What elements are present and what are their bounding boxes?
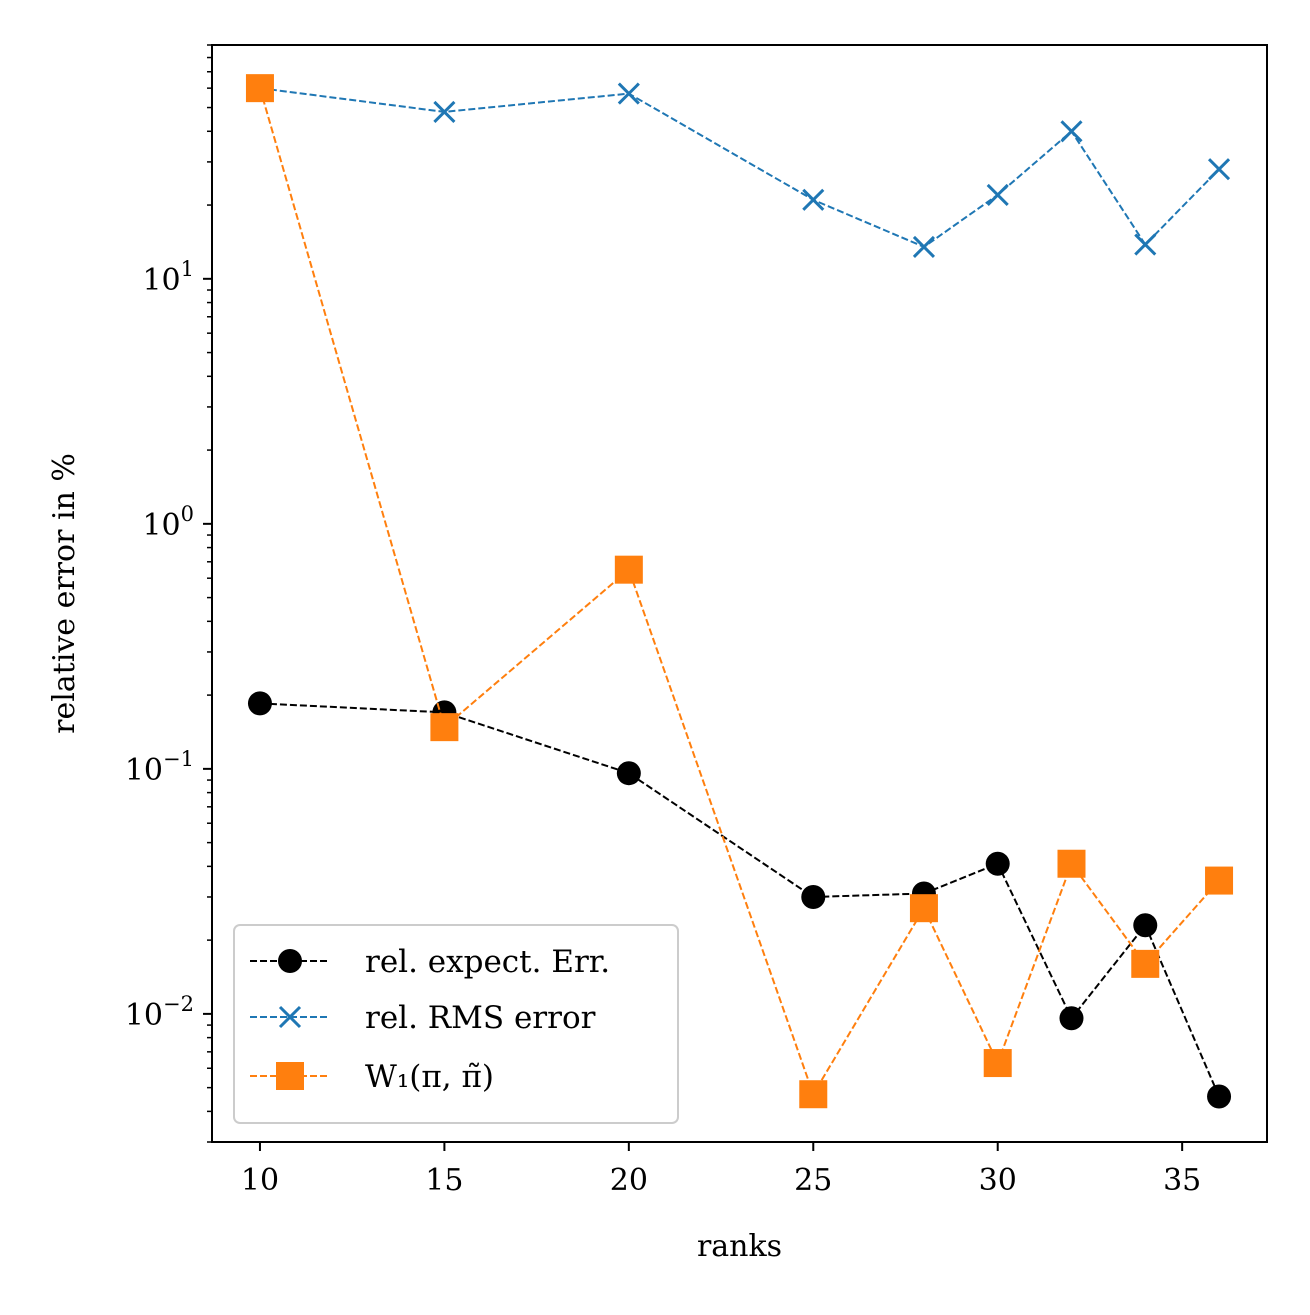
y-tick-label: 10−1 [125, 747, 194, 788]
legend-marker [278, 949, 302, 973]
series-1-point [1207, 1084, 1232, 1109]
series-2-point [1207, 158, 1231, 181]
legend-entry: W₁(π, π̃) [250, 1059, 494, 1095]
series-1-point [1059, 1006, 1084, 1031]
series-3-point [1057, 849, 1086, 878]
y-axis-title: relative error in % [47, 453, 82, 734]
series-3-point [1131, 949, 1160, 978]
series-1 [247, 691, 1232, 1109]
series-2-point [617, 82, 640, 105]
legend-entry: rel. expect. Err. [250, 944, 610, 980]
legend-label: rel. RMS error [365, 1000, 596, 1036]
legend-marker [278, 1005, 302, 1029]
series-3-point [983, 1049, 1012, 1078]
x-tick-label: 35 [1163, 1163, 1201, 1198]
series-3-point [430, 713, 459, 742]
series-3-point [909, 894, 938, 923]
series-1-point [616, 761, 641, 786]
y-tick-label: 10−2 [125, 992, 194, 1033]
x-tick-label: 15 [425, 1163, 463, 1198]
series-2-point [1060, 120, 1083, 143]
series-3-point [614, 555, 643, 584]
series-1-point [985, 851, 1010, 876]
series-2-point [912, 235, 936, 258]
series-3-point [799, 1080, 828, 1109]
y-tick-label: 100 [142, 502, 194, 543]
legend: rel. expect. Err. rel. RMS error W₁(π, π̃) [233, 924, 679, 1124]
legend-label: W₁(π, π̃) [365, 1059, 494, 1095]
series-1-point [1133, 913, 1158, 938]
legend-items: rel. expect. Err. rel. RMS error W₁(π, π̃) [250, 944, 610, 1095]
series-2 [248, 77, 1231, 258]
y-tick-label: 101 [142, 257, 194, 298]
series-3-point [1205, 866, 1234, 895]
axes-frame [211, 44, 1268, 1143]
legend-marker [276, 1062, 304, 1090]
series-3 [245, 74, 1234, 1109]
tick-layer: 10 15 20 25 30 35 101 100 10−1 10−2 [125, 44, 1201, 1198]
plot-layer [245, 74, 1234, 1109]
series-2-point [433, 100, 456, 123]
series-2-point [1134, 233, 1157, 256]
series-1-point [801, 884, 826, 909]
series-1-point [247, 691, 272, 716]
x-tick-label: 20 [610, 1163, 648, 1198]
series-2-point [802, 188, 825, 211]
series-3-point [245, 74, 274, 103]
x-tick-label: 25 [794, 1163, 832, 1198]
x-tick-label: 10 [241, 1163, 279, 1198]
x-axis-title: ranks [697, 1229, 782, 1264]
legend-box [233, 924, 679, 1124]
legend-entry: rel. RMS error [250, 1000, 596, 1036]
legend-label: rel. expect. Err. [365, 944, 610, 980]
series-2-point [986, 183, 1009, 206]
x-tick-label: 30 [979, 1163, 1017, 1198]
